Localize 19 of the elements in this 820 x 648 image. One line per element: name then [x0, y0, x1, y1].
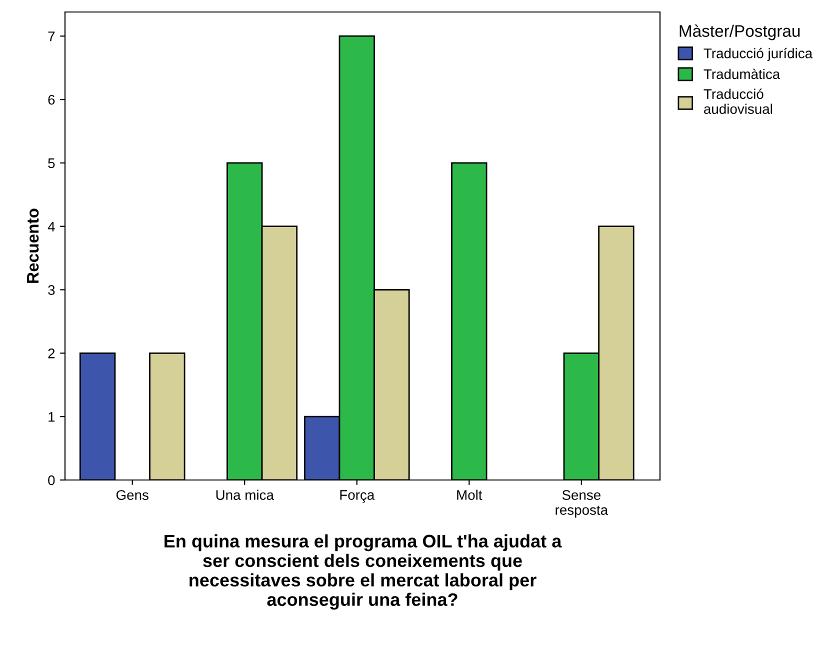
- x-tick-label: Sense resposta: [556, 490, 608, 518]
- legend-label: Traducció jurídica: [704, 48, 813, 62]
- y-tick-label: 7: [48, 32, 55, 42]
- y-tick-label: 5: [48, 158, 55, 168]
- y-tick-label: 0: [48, 475, 55, 486]
- x-tick-label: Molt: [457, 490, 482, 500]
- y-tick-label: 3: [48, 285, 55, 295]
- y-tick-label: 4: [48, 222, 55, 232]
- legend-title: Màster/Postgrau: [680, 24, 800, 40]
- x-tick-label: Força: [340, 490, 375, 503]
- y-axis-title: Recuento: [27, 208, 39, 283]
- y-tick-label: 1: [48, 412, 55, 422]
- y-tick-label: 6: [48, 94, 55, 105]
- x-axis-title: En quina mesura el programa OIL t'ha ajudat a ser conscient dels coneixements que necessitaves sobre el mercat laboral per aconseguir una feina?: [164, 534, 562, 610]
- legend-label: Tradumàtica: [704, 68, 780, 80]
- y-tick-label: 2: [48, 348, 55, 358]
- x-tick-label: Una mica: [216, 490, 274, 500]
- legend-label: Traducció audiovisual: [704, 88, 772, 114]
- x-tick-label: Gens: [116, 490, 148, 500]
